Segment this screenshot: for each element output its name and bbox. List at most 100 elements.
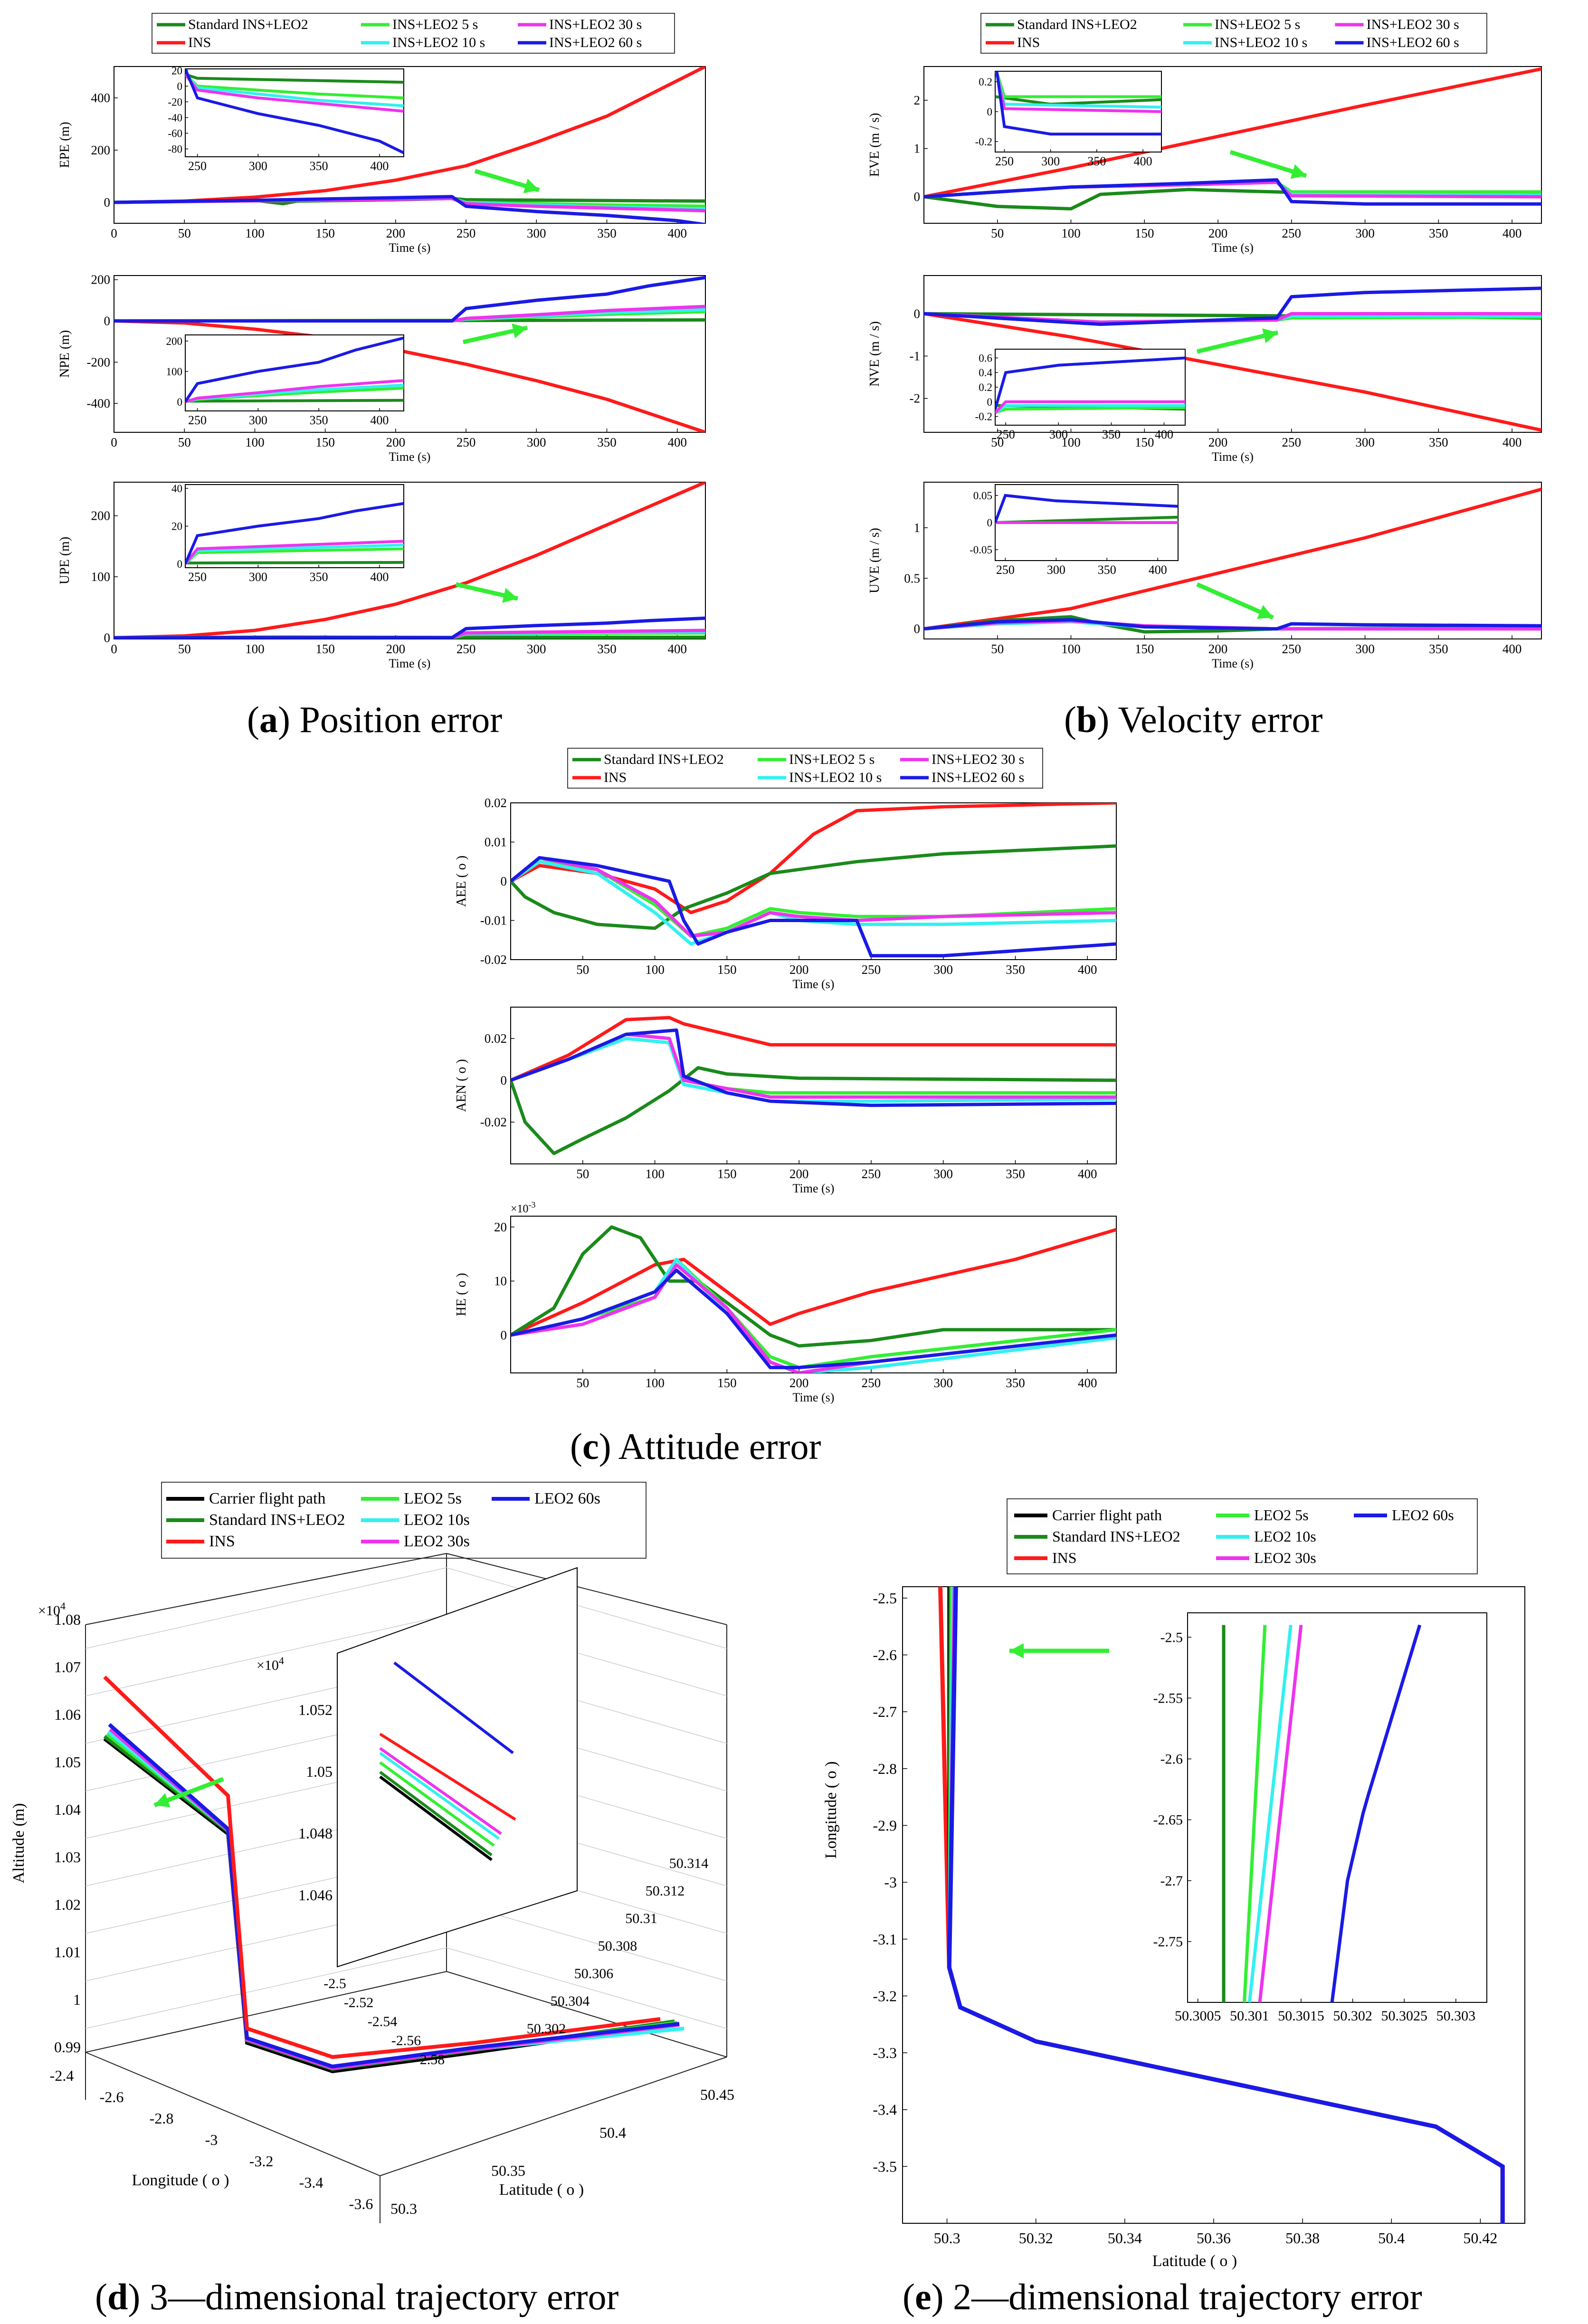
lat-tick-label: 50.45	[700, 2086, 734, 2103]
legend-box	[152, 13, 675, 54]
lon-tick-label: -2.6	[100, 2088, 124, 2105]
x-tick-label: 150	[1135, 226, 1154, 240]
y-tick-label: -2.7	[873, 1703, 897, 1720]
x-tick-label: 350	[597, 226, 617, 240]
inset-y-tick-label: -2.65	[1153, 1812, 1183, 1828]
legend-label-ins: INS	[188, 35, 211, 50]
inset-leo10	[379, 1752, 500, 1840]
x-tick-label: 350	[1006, 1167, 1025, 1181]
inset-lat-tick-label: 50.308	[598, 1938, 637, 1954]
box-edge	[446, 1553, 727, 1625]
legend-label-leo30: INS+LEO2 30 s	[932, 752, 1024, 767]
grid-line	[85, 1567, 447, 1649]
inset-y-tick-label: 20	[171, 521, 182, 533]
series-leo60	[114, 276, 705, 323]
x-tick-label: 50	[576, 1167, 589, 1181]
series-leo60	[924, 178, 1541, 206]
inset-frame	[337, 1567, 578, 1968]
inset-y-tick-label: 0	[987, 396, 993, 408]
z-tick-label: 1.03	[54, 1848, 81, 1866]
y-tick-label: 0	[104, 314, 111, 328]
plot-traj2d: Carrier flight path LEO2 5s LEO2 60s Standa…	[822, 1498, 1525, 2270]
inset-series-leo30	[185, 379, 404, 403]
x-tick-label: 250	[862, 1376, 881, 1390]
inset-x-tick-label: 400	[370, 570, 389, 584]
series-leo60	[114, 195, 705, 223]
inset-x-tick-label: 250	[188, 413, 207, 427]
inset-x-tick-label: 300	[1049, 428, 1068, 441]
inset-x-tick-label: 400	[370, 159, 389, 173]
series-group	[924, 487, 1541, 634]
inset-series-leo30	[995, 400, 1185, 414]
y-tick-label: 0	[914, 622, 921, 636]
legend-label-standard: Standard INS+LEO2	[1052, 1528, 1180, 1545]
y-tick-label: -2	[910, 391, 921, 406]
traj2d-leo60	[947, 1586, 1505, 2223]
y-tick-label: 200	[91, 143, 111, 157]
inset-series-standard	[185, 561, 404, 565]
series-ins	[924, 312, 1541, 432]
y-tick-label: 2	[914, 93, 921, 107]
inset-carrier	[379, 1775, 493, 1861]
inset-x-tick-label: 400	[1134, 154, 1152, 168]
lat-tick-label: 50.35	[491, 2162, 525, 2179]
x-tick-label: 200	[1208, 435, 1228, 449]
inset-series-leo60	[995, 71, 1161, 136]
series-ins	[924, 487, 1541, 631]
legend-label-ins: INS	[1017, 35, 1040, 50]
legend-label-standard: Standard INS+LEO2	[604, 752, 724, 767]
inset-x-tick-label: 300	[1041, 154, 1060, 168]
traj3d-leo60	[108, 1723, 680, 2069]
caption-d: (d) 3—dimensional trajectory error	[95, 2276, 619, 2317]
z-tick-label: 1.05	[54, 1753, 81, 1771]
lon-tick-label: -2.8	[150, 2110, 174, 2127]
inset-x-tick-label: 300	[249, 413, 267, 427]
series-group	[114, 67, 705, 223]
x-tick-label: 200	[386, 642, 406, 656]
inset-lat-tick-label: 50.31	[625, 1911, 657, 1926]
y-axis-label: NVE (m / s)	[867, 321, 882, 387]
inset-x-tick-label: 350	[1087, 154, 1106, 168]
legend-label-ins: INS	[209, 1533, 235, 1550]
axes-frame	[510, 802, 1117, 960]
x-tick-label: 400	[1078, 962, 1097, 977]
y-tick-label: 0	[501, 1073, 507, 1087]
inset-y-tick-label: 0	[987, 517, 993, 529]
inset-series-leo60	[995, 356, 1185, 410]
y-tick-label: 200	[91, 509, 111, 523]
x-tick-label: 100	[245, 435, 265, 449]
inset-x-tick-label: 250	[995, 154, 1014, 168]
arrow-uve-head	[1257, 605, 1273, 619]
y-tick-label: 0	[914, 306, 921, 321]
series-ins	[511, 1016, 1116, 1082]
lon-tick-label: -3.6	[349, 2195, 373, 2212]
inset-y-tick-label: 0.05	[973, 490, 992, 502]
y-tick-label: 0.02	[485, 796, 507, 810]
inset-traj2d-leo10	[1247, 1625, 1293, 2002]
legend-label-leo10: LEO2 10s	[1254, 1528, 1316, 1545]
x-tick-label: 400	[667, 435, 687, 449]
legend-label-leo60: INS+LEO2 60 s	[932, 770, 1024, 785]
series-ins	[924, 67, 1541, 199]
x-tick-label: 200	[386, 435, 406, 449]
series-standard	[511, 844, 1116, 930]
inset-leo5	[379, 1761, 495, 1847]
inset-y-tick-label: 200	[166, 335, 183, 347]
x-tick-label: 100	[245, 226, 265, 240]
y-tick-label: 0.01	[485, 835, 507, 849]
x-axis-label: Time (s)	[1212, 241, 1254, 255]
arrow-npe-head	[512, 323, 527, 339]
x-tick-label: 50.3	[934, 2229, 960, 2247]
z-tick-label: 1	[73, 1991, 81, 2008]
inset-series-leo60	[185, 502, 404, 565]
inset-y-tick-label: 20	[171, 65, 182, 76]
grid-line	[85, 1947, 447, 2029]
axes-frame	[510, 1007, 1117, 1164]
x-tick-label: 0	[111, 226, 117, 240]
y-tick-label: -2.8	[873, 1760, 897, 1777]
caption-e: (e) 2—dimensional trajectory error	[903, 2276, 1422, 2317]
y-tick-label: 0	[501, 1328, 507, 1342]
x-tick-label: 150	[315, 642, 335, 656]
inset-x-tick-label: 250	[997, 428, 1015, 441]
